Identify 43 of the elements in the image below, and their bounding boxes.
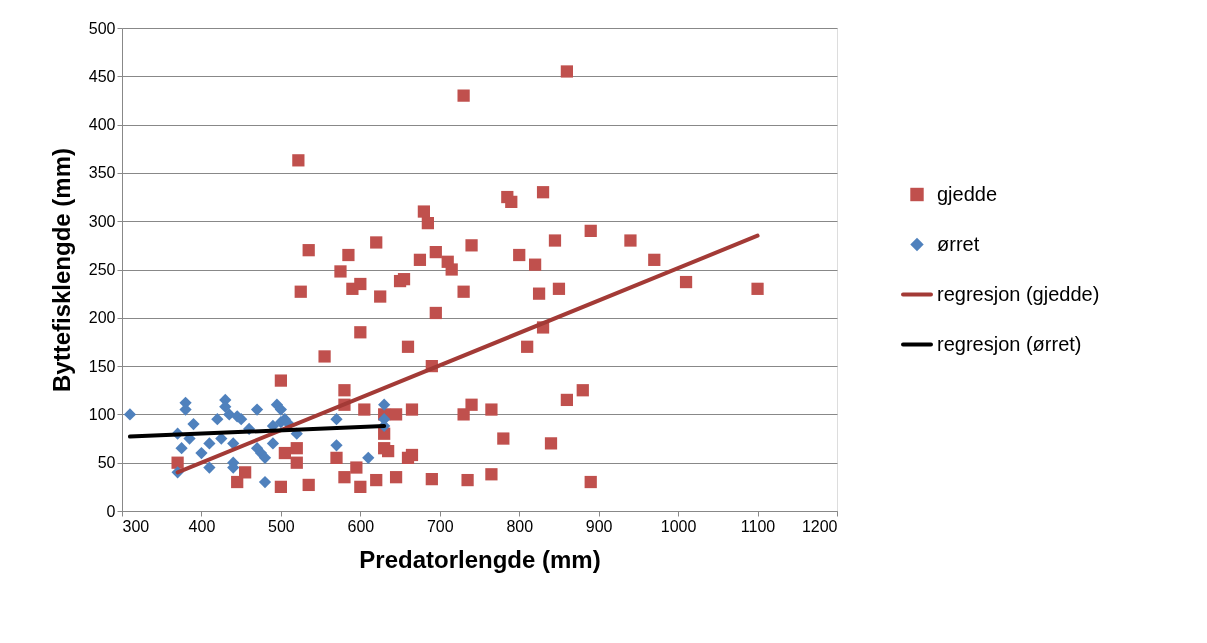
- point: [203, 437, 216, 450]
- y-tick-label: 300: [88, 212, 116, 230]
- y-tick-label: 450: [88, 67, 116, 85]
- x-tick-label: 900: [585, 517, 613, 535]
- point: [274, 403, 288, 416]
- x-tick-label: 500: [268, 517, 295, 535]
- y-tick-label: 500: [88, 19, 116, 37]
- point: [330, 439, 343, 452]
- x-tick-label: 1100: [740, 517, 776, 535]
- point: [250, 403, 264, 416]
- point: [203, 461, 216, 474]
- y-tick-label: 50: [97, 454, 116, 472]
- legend-label: ørret: [937, 232, 980, 255]
- legend-label: regresjon (ørret): [937, 332, 1082, 355]
- point: [175, 442, 188, 455]
- y-tick-label: 250: [88, 261, 116, 278]
- x-tick-label: 400: [188, 517, 216, 535]
- y-tick-label: 350: [88, 164, 116, 182]
- x-tick-label: 600: [347, 517, 375, 535]
- point: [330, 413, 343, 426]
- x-tick-label: 300: [122, 517, 150, 535]
- x-tick-label: 1000: [660, 517, 697, 535]
- point: [266, 437, 280, 450]
- point: [211, 413, 224, 426]
- x-tick-label: 1200: [801, 517, 838, 535]
- point: [258, 451, 272, 464]
- y-tick-label: 150: [88, 357, 116, 375]
- y-tick-label: 400: [88, 116, 116, 134]
- y-tick-label: 100: [88, 405, 116, 423]
- point: [123, 408, 137, 421]
- legend-label: gjedde: [937, 182, 998, 205]
- y-tick-label: 0: [106, 502, 116, 520]
- point: [378, 398, 391, 411]
- x-tick-label: 700: [426, 517, 454, 535]
- x-tick-label: 800: [506, 517, 534, 535]
- point: [258, 475, 272, 489]
- point: [187, 417, 200, 431]
- y-axis-title: Byttefisklengde (mm): [47, 147, 75, 393]
- x-axis-title: Predatorlengde (mm): [359, 545, 601, 573]
- point: [195, 446, 208, 460]
- legend-label: regresjon (gjedde): [937, 282, 1100, 305]
- point: [362, 451, 375, 464]
- y-tick-label: 200: [88, 309, 116, 327]
